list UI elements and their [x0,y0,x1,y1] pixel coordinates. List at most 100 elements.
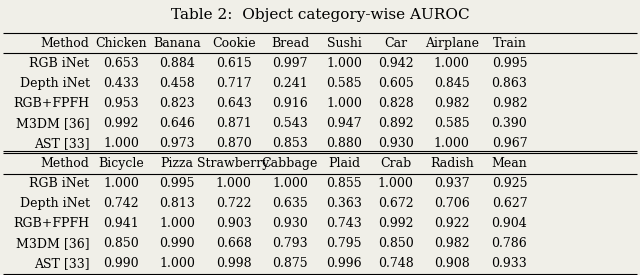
Text: 0.543: 0.543 [272,117,308,130]
Text: 0.672: 0.672 [378,197,413,210]
Text: 1.000: 1.000 [326,57,362,70]
Text: 0.995: 0.995 [492,57,527,70]
Text: 1.000: 1.000 [216,177,252,190]
Text: Method: Method [41,157,90,170]
Text: RGB iNet: RGB iNet [29,177,90,190]
Text: 0.823: 0.823 [159,97,195,110]
Text: 0.922: 0.922 [434,217,470,230]
Text: 1.000: 1.000 [434,57,470,70]
Text: Radish: Radish [430,157,474,170]
Text: 0.942: 0.942 [378,57,413,70]
Text: 0.743: 0.743 [326,217,362,230]
Text: 0.853: 0.853 [272,137,308,150]
Text: RGB+FPFH: RGB+FPFH [13,97,90,110]
Text: 1.000: 1.000 [103,177,139,190]
Text: 0.990: 0.990 [159,237,195,250]
Text: 0.850: 0.850 [378,237,413,250]
Text: 0.982: 0.982 [434,237,470,250]
Text: Pizza: Pizza [161,157,194,170]
Text: 0.786: 0.786 [492,237,527,250]
Text: 1.000: 1.000 [159,257,195,270]
Text: 0.937: 0.937 [434,177,470,190]
Text: 0.615: 0.615 [216,57,252,70]
Text: 1.000: 1.000 [159,217,195,230]
Text: Table 2:  Object category-wise AUROC: Table 2: Object category-wise AUROC [171,8,469,22]
Text: 0.870: 0.870 [216,137,252,150]
Text: 0.992: 0.992 [378,217,413,230]
Text: 0.941: 0.941 [103,217,139,230]
Text: 0.643: 0.643 [216,97,252,110]
Text: 0.717: 0.717 [216,77,252,90]
Text: 0.742: 0.742 [103,197,139,210]
Text: Train: Train [493,37,526,50]
Text: 0.646: 0.646 [159,117,195,130]
Text: 0.850: 0.850 [103,237,139,250]
Text: 0.947: 0.947 [326,117,362,130]
Text: AST [33]: AST [33] [34,137,90,150]
Text: Cabbage: Cabbage [262,157,318,170]
Text: 0.871: 0.871 [216,117,252,130]
Text: 0.903: 0.903 [216,217,252,230]
Text: 0.916: 0.916 [272,97,308,110]
Text: Strawberry: Strawberry [197,157,270,170]
Text: 0.884: 0.884 [159,57,195,70]
Text: Banana: Banana [154,37,201,50]
Text: 0.930: 0.930 [272,217,308,230]
Text: 1.000: 1.000 [103,137,139,150]
Text: 0.930: 0.930 [378,137,413,150]
Text: 0.627: 0.627 [492,197,527,210]
Text: Bicycle: Bicycle [98,157,144,170]
Text: 0.605: 0.605 [378,77,413,90]
Text: 0.793: 0.793 [272,237,308,250]
Text: 1.000: 1.000 [326,97,362,110]
Text: 0.635: 0.635 [272,197,308,210]
Text: 0.363: 0.363 [326,197,362,210]
Text: 0.967: 0.967 [492,137,527,150]
Text: M3DM [36]: M3DM [36] [16,237,90,250]
Text: Car: Car [384,37,407,50]
Text: 0.997: 0.997 [272,57,308,70]
Text: Mean: Mean [492,157,527,170]
Text: 0.892: 0.892 [378,117,413,130]
Text: 0.653: 0.653 [103,57,139,70]
Text: 1.000: 1.000 [378,177,413,190]
Text: Plaid: Plaid [328,157,360,170]
Text: 0.458: 0.458 [159,77,195,90]
Text: Crab: Crab [380,157,411,170]
Text: 0.904: 0.904 [492,217,527,230]
Text: Depth iNet: Depth iNet [20,77,90,90]
Text: AST [33]: AST [33] [34,257,90,270]
Text: 0.998: 0.998 [216,257,252,270]
Text: RGB iNet: RGB iNet [29,57,90,70]
Text: 0.992: 0.992 [103,117,139,130]
Text: 0.973: 0.973 [159,137,195,150]
Text: 0.880: 0.880 [326,137,362,150]
Text: 0.585: 0.585 [326,77,362,90]
Text: 0.990: 0.990 [103,257,139,270]
Text: 0.722: 0.722 [216,197,252,210]
Text: RGB+FPFH: RGB+FPFH [13,217,90,230]
Text: 0.845: 0.845 [434,77,470,90]
Text: 0.863: 0.863 [492,77,527,90]
Text: 0.855: 0.855 [326,177,362,190]
Text: 1.000: 1.000 [434,137,470,150]
Text: Airplane: Airplane [425,37,479,50]
Text: 0.982: 0.982 [434,97,470,110]
Text: 0.995: 0.995 [159,177,195,190]
Text: 0.748: 0.748 [378,257,413,270]
Text: 0.908: 0.908 [434,257,470,270]
Text: 0.813: 0.813 [159,197,195,210]
Text: Cookie: Cookie [212,37,255,50]
Text: Bread: Bread [271,37,309,50]
Text: 0.433: 0.433 [103,77,139,90]
Text: 0.875: 0.875 [272,257,308,270]
Text: 0.996: 0.996 [326,257,362,270]
Text: Sushi: Sushi [327,37,362,50]
Text: 0.390: 0.390 [492,117,527,130]
Text: M3DM [36]: M3DM [36] [16,117,90,130]
Text: 0.706: 0.706 [434,197,470,210]
Text: 0.795: 0.795 [326,237,362,250]
Text: 0.241: 0.241 [272,77,308,90]
Text: 0.953: 0.953 [103,97,139,110]
Text: 0.933: 0.933 [492,257,527,270]
